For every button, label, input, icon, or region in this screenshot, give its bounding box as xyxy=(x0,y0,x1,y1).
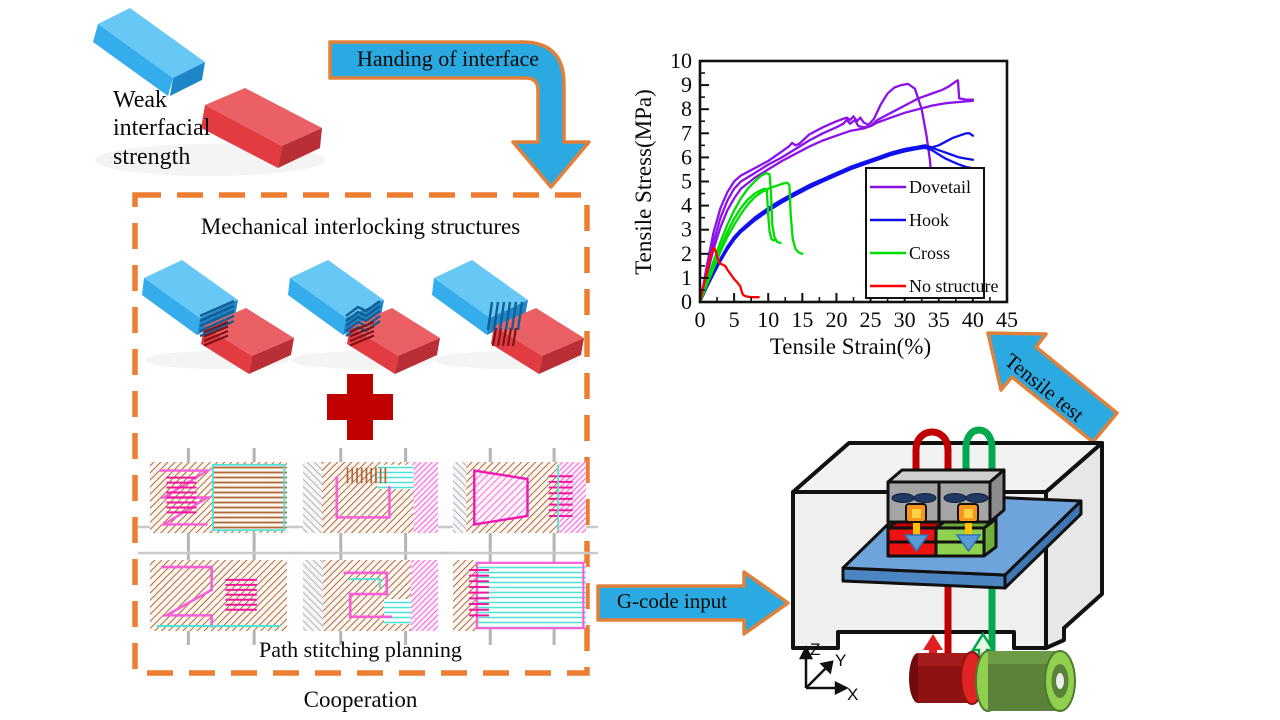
panel-n2-path xyxy=(138,546,299,645)
y-tick-label: 3 xyxy=(681,217,692,242)
printer-right-face xyxy=(1044,441,1104,650)
y-tick-label: 5 xyxy=(681,169,692,194)
y-tick-label: 0 xyxy=(681,289,692,314)
path-planning-label: Path stitching planning xyxy=(259,637,462,662)
handing-arrow-label: Handing of interface xyxy=(356,46,540,71)
x-tick-label: 30 xyxy=(894,307,916,332)
interlock-cross-joint xyxy=(432,260,584,374)
series-no-structure xyxy=(698,246,760,304)
weak-interface-blocks xyxy=(93,8,325,176)
panel-n-path xyxy=(138,448,299,547)
y-tick-label: 6 xyxy=(681,144,692,169)
legend-label: Hook xyxy=(909,210,949,230)
red-filament xyxy=(912,428,952,700)
printer-illustration xyxy=(791,426,1104,712)
y-tick-label: 2 xyxy=(681,241,692,266)
y-tick-label: 4 xyxy=(681,193,692,218)
x-tick-label: 15 xyxy=(791,307,813,332)
interlock-hook-joint xyxy=(288,260,440,374)
interlocking-title: Mechanical interlocking structures xyxy=(200,214,521,239)
series-hook xyxy=(698,132,975,304)
panel-u-path xyxy=(291,448,450,547)
extruders xyxy=(886,468,1006,553)
x-tick-label: 25 xyxy=(860,307,882,332)
legend-label: Dovetail xyxy=(909,177,971,197)
y-axis-title: Tensile Stress(MPa) xyxy=(631,89,656,275)
cooperation-dashed-box xyxy=(132,192,590,676)
y-axis-label: Y xyxy=(835,651,847,670)
x-tick-label: 35 xyxy=(928,307,950,332)
blue-block xyxy=(93,8,205,96)
legend-label: No structure xyxy=(909,276,998,296)
gcode-arrow-label: G-code input xyxy=(616,589,728,613)
green-filament xyxy=(962,426,996,668)
panel-s-path xyxy=(291,546,450,645)
z-axis-label: Z xyxy=(810,640,821,659)
plus-sign-icon xyxy=(327,374,393,440)
y-tick-label: 9 xyxy=(681,72,692,97)
interlocking-structures xyxy=(142,260,584,374)
panel-d-path xyxy=(441,448,598,547)
weak-interface-label: Weak interfacial strength xyxy=(113,87,211,170)
x-axis-label: X xyxy=(847,685,859,704)
x-tick-label: 20 xyxy=(825,307,847,332)
red-feed-arrow xyxy=(923,634,943,668)
y-tick-label: 7 xyxy=(681,120,692,145)
x-tick-label: 40 xyxy=(962,307,984,332)
y-tick-label: 1 xyxy=(681,265,692,290)
x-tick-label: 10 xyxy=(757,307,779,332)
printed-blocks xyxy=(886,517,998,558)
y-tick-label: 10 xyxy=(670,48,692,73)
fan-icons xyxy=(891,493,989,503)
green-spool xyxy=(975,650,1076,712)
x-tick-label: 0 xyxy=(695,307,706,332)
path-stitching-panels xyxy=(138,448,598,645)
interlock-dovetail-joint xyxy=(142,260,294,374)
x-tick-label: 45 xyxy=(996,307,1018,332)
series-dovetail xyxy=(698,79,975,304)
gcode-arrow xyxy=(596,570,790,636)
panel-lines-path xyxy=(441,546,598,645)
axis-triad xyxy=(798,645,849,696)
legend-box xyxy=(865,167,985,299)
cooperation-label: Cooperation xyxy=(303,687,418,712)
legend-label: Cross xyxy=(909,243,950,263)
tensile-test-arrow xyxy=(986,331,1119,444)
y-tick-label: 8 xyxy=(681,96,692,121)
red-spool xyxy=(909,651,984,705)
x-tick-label: 5 xyxy=(729,307,740,332)
deposit-arrows xyxy=(903,523,982,553)
red-block xyxy=(201,88,322,168)
x-axis-title: Tensile Strain(%) xyxy=(770,334,931,359)
nozzle-icons xyxy=(905,503,979,523)
handing-arrow xyxy=(328,40,591,189)
